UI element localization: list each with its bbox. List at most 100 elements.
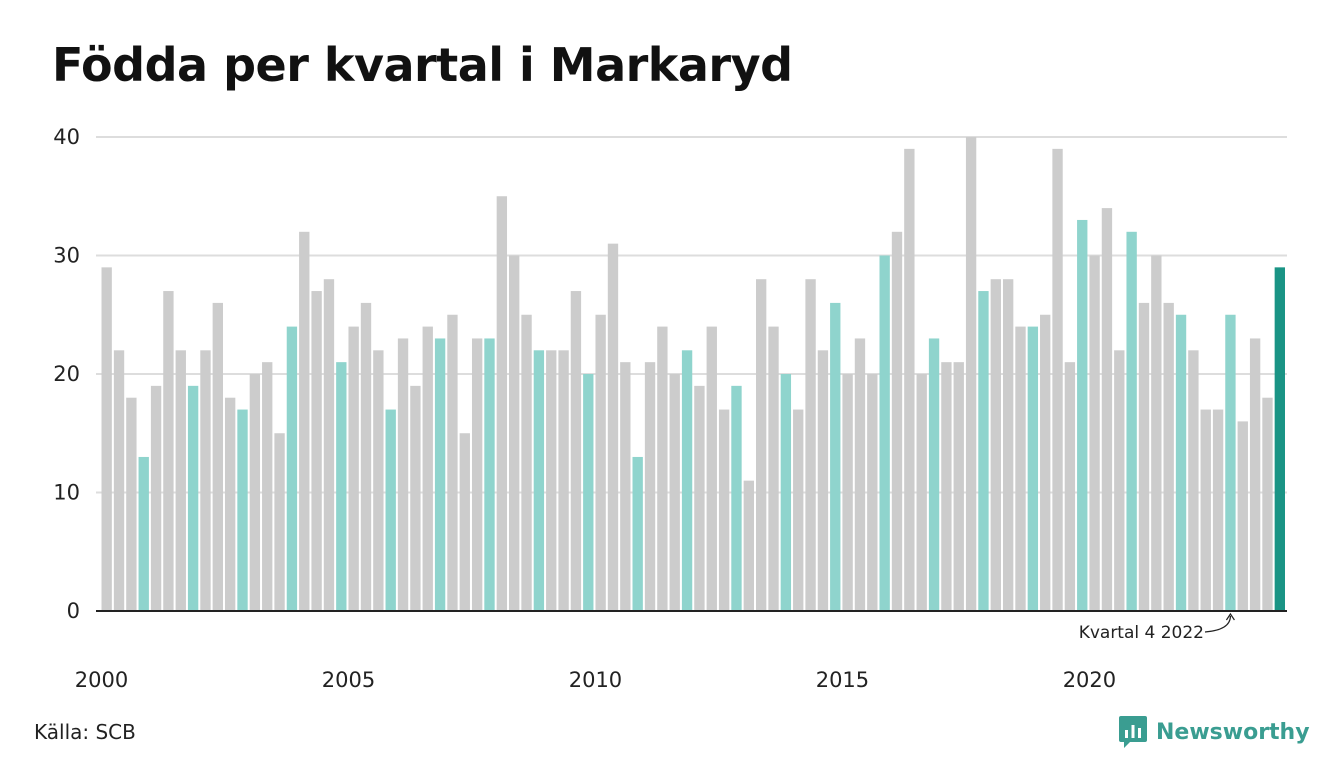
bar bbox=[546, 350, 557, 611]
bar bbox=[657, 326, 668, 611]
bar bbox=[311, 291, 322, 611]
bar bbox=[854, 338, 866, 611]
bar bbox=[348, 326, 359, 611]
y-axis-ticks: 0 10 20 30 40 bbox=[53, 125, 80, 623]
x-axis-ticks: 2000 2005 2010 2015 2020 bbox=[75, 668, 1116, 692]
brand-name: Newsworthy bbox=[1156, 719, 1310, 745]
bar bbox=[1225, 314, 1236, 611]
bar bbox=[1040, 314, 1051, 611]
bar bbox=[447, 314, 458, 611]
bar bbox=[1175, 314, 1187, 611]
bar bbox=[1237, 421, 1248, 611]
y-tick-label: 10 bbox=[53, 481, 80, 505]
y-tick-label: 40 bbox=[53, 125, 80, 149]
bar bbox=[299, 231, 310, 612]
x-tick-label: 2015 bbox=[816, 668, 869, 692]
bar bbox=[830, 302, 841, 611]
bar bbox=[459, 433, 470, 611]
bar bbox=[1138, 302, 1150, 611]
x-tick-label: 2010 bbox=[569, 668, 622, 692]
bar bbox=[1188, 350, 1199, 611]
bar bbox=[471, 338, 483, 611]
bar bbox=[1052, 148, 1063, 611]
annotation-arrowhead bbox=[1225, 612, 1235, 621]
bar bbox=[928, 338, 940, 611]
bars bbox=[101, 137, 1285, 612]
bar bbox=[1249, 338, 1261, 611]
bar bbox=[1101, 208, 1113, 611]
bar bbox=[1015, 326, 1026, 611]
bar bbox=[1126, 231, 1137, 612]
bar bbox=[175, 350, 186, 611]
x-tick-label: 2000 bbox=[75, 668, 128, 692]
brand-logo[interactable]: Newsworthy bbox=[1118, 712, 1310, 752]
bar bbox=[200, 350, 211, 611]
bar bbox=[336, 362, 347, 611]
bar bbox=[323, 279, 335, 611]
bar bbox=[484, 338, 495, 611]
bar bbox=[496, 196, 508, 611]
bar bbox=[224, 397, 236, 611]
bar bbox=[410, 385, 421, 611]
bar bbox=[817, 350, 829, 611]
bar bbox=[681, 350, 693, 611]
bar bbox=[1200, 409, 1211, 611]
bar bbox=[718, 409, 730, 611]
bar bbox=[1027, 326, 1039, 611]
bar bbox=[373, 350, 384, 611]
bar bbox=[793, 409, 804, 611]
bar bbox=[953, 362, 964, 611]
bar bbox=[916, 374, 927, 611]
annotation-arrow bbox=[1204, 615, 1232, 633]
annotation-label: Kvartal 4 2022 bbox=[1079, 623, 1204, 643]
bar bbox=[422, 326, 433, 611]
bar bbox=[249, 374, 261, 611]
bar bbox=[385, 409, 396, 611]
y-tick-label: 0 bbox=[67, 599, 80, 623]
bar bbox=[101, 267, 112, 611]
bar bbox=[521, 314, 532, 611]
bar bbox=[1163, 302, 1174, 611]
bar bbox=[113, 350, 125, 611]
bar bbox=[583, 374, 594, 611]
bar bbox=[434, 338, 446, 611]
chart-title: Födda per kvartal i Markaryd bbox=[52, 38, 793, 92]
bar bbox=[126, 397, 137, 611]
bar bbox=[570, 291, 582, 611]
y-tick-label: 30 bbox=[53, 244, 80, 268]
source-note: Källa: SCB bbox=[34, 720, 136, 744]
bar bbox=[509, 255, 520, 611]
bar bbox=[286, 326, 298, 611]
bar bbox=[274, 433, 285, 611]
bar bbox=[187, 385, 199, 611]
bar bbox=[1151, 255, 1162, 611]
bar bbox=[755, 279, 767, 611]
bar bbox=[965, 137, 977, 611]
newsworthy-logo-icon bbox=[1119, 716, 1147, 748]
bar bbox=[867, 374, 878, 611]
bar bbox=[1002, 279, 1014, 611]
bar bbox=[1274, 267, 1285, 611]
bar bbox=[1212, 409, 1224, 611]
bar bbox=[731, 385, 742, 611]
bar bbox=[780, 374, 792, 611]
bar bbox=[237, 409, 248, 611]
bar bbox=[891, 231, 903, 612]
bar bbox=[620, 362, 631, 611]
bar bbox=[694, 385, 705, 611]
bar bbox=[978, 291, 989, 611]
bar bbox=[163, 291, 174, 611]
bar bbox=[138, 456, 149, 611]
bar bbox=[768, 326, 779, 611]
bar bbox=[743, 480, 754, 611]
x-tick-label: 2020 bbox=[1063, 668, 1116, 692]
bar bbox=[558, 350, 569, 611]
bar bbox=[397, 338, 409, 611]
bar bbox=[904, 148, 915, 611]
bar bbox=[1089, 255, 1100, 611]
bar bbox=[805, 279, 816, 611]
bar bbox=[941, 362, 952, 611]
bar bbox=[706, 326, 717, 611]
bar bbox=[879, 255, 890, 611]
